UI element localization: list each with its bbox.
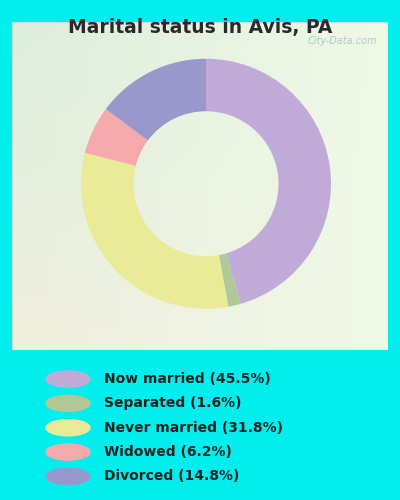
Wedge shape xyxy=(219,254,240,306)
Wedge shape xyxy=(85,109,148,166)
Text: Marital status in Avis, PA: Marital status in Avis, PA xyxy=(68,18,332,36)
Wedge shape xyxy=(81,153,228,308)
Text: Separated (1.6%): Separated (1.6%) xyxy=(104,396,242,410)
Circle shape xyxy=(46,444,90,460)
Text: Divorced (14.8%): Divorced (14.8%) xyxy=(104,470,239,484)
Wedge shape xyxy=(106,58,206,140)
Circle shape xyxy=(46,468,90,484)
Circle shape xyxy=(46,420,90,436)
Circle shape xyxy=(46,371,90,387)
Wedge shape xyxy=(206,58,331,304)
Text: City-Data.com: City-Data.com xyxy=(307,36,377,46)
Text: Widowed (6.2%): Widowed (6.2%) xyxy=(104,445,232,459)
Text: Now married (45.5%): Now married (45.5%) xyxy=(104,372,271,386)
Text: Never married (31.8%): Never married (31.8%) xyxy=(104,420,283,434)
Circle shape xyxy=(46,396,90,411)
